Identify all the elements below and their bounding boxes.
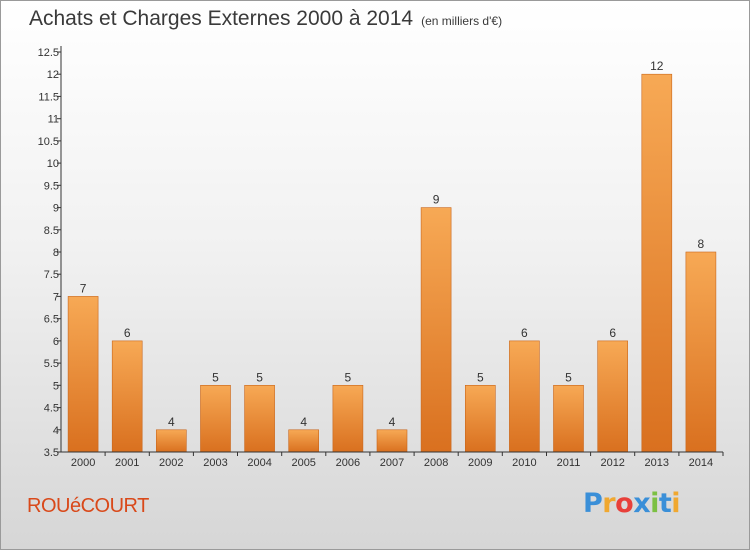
- bar-2010: [509, 340, 540, 453]
- bar-2004: [244, 384, 275, 453]
- data-label-2014: 8: [698, 237, 705, 251]
- x-tick-label-2013: 2013: [645, 457, 669, 469]
- bar-2001: [111, 340, 143, 453]
- y-tick-label-7: 7: [53, 291, 59, 303]
- data-label-2008: 9: [433, 193, 440, 207]
- y-tick-label-8.5: 8.5: [44, 225, 59, 237]
- bar-2005: [288, 429, 320, 453]
- y-tick-label-10: 10: [47, 158, 59, 170]
- y-tick-label-7.5: 7.5: [44, 269, 59, 281]
- y-tick-label-11: 11: [48, 114, 59, 126]
- bar-2000: [67, 296, 99, 453]
- y-tick-label-9: 9: [53, 203, 59, 215]
- data-label-2001: 6: [124, 326, 131, 340]
- logo-letter: t: [658, 488, 672, 519]
- bar-2014: [685, 251, 717, 453]
- x-tick-label-2002: 2002: [159, 457, 183, 469]
- x-tick-label-2009: 2009: [468, 457, 492, 469]
- bars-group: 7 6 4 5 5 4 5 4 9 5 6 5 6 12 8: [67, 59, 717, 453]
- y-tick-label-12.5: 12.5: [38, 47, 59, 59]
- data-label-2009: 5: [477, 370, 484, 384]
- logo-letter: x: [633, 488, 651, 519]
- data-label-2011: 5: [565, 370, 572, 384]
- axes-group: 2000 2001 2002 2003 2004 2005 2006 2007 2008 2009…: [38, 46, 724, 469]
- x-tick-label-2004: 2004: [247, 457, 271, 469]
- bar-2008: [420, 207, 452, 453]
- y-tick-label-6: 6: [53, 336, 59, 348]
- bar-2002: [156, 429, 187, 453]
- x-tick-label-2010: 2010: [512, 457, 536, 469]
- y-tick-label-9.5: 9.5: [44, 180, 59, 192]
- logo-letter: o: [615, 488, 634, 519]
- bar-2011: [553, 384, 584, 453]
- x-tick-label-2001: 2001: [115, 457, 139, 469]
- x-tick-label-2014: 2014: [689, 457, 713, 469]
- data-label-2012: 6: [609, 326, 616, 340]
- data-label-2007: 4: [389, 415, 396, 429]
- y-tick-label-8: 8: [53, 247, 59, 259]
- bar-2003: [200, 384, 231, 453]
- data-label-2013: 12: [650, 59, 664, 73]
- chart-subtitle: (en milliers d'€): [421, 14, 503, 28]
- y-tick-label-3.5: 3.5: [44, 447, 59, 459]
- y-tick-label-5: 5: [53, 380, 59, 392]
- y-tick-label-11.5: 11.5: [38, 91, 59, 103]
- bar-2013: [641, 73, 673, 453]
- x-tick-label-2011: 2011: [557, 457, 581, 469]
- y-tick-label-6.5: 6.5: [44, 314, 59, 326]
- logo-letter: i: [671, 488, 681, 519]
- commune-name: ROUéCOURT: [27, 495, 149, 517]
- data-label-2002: 4: [168, 415, 175, 429]
- logo-letter: i: [650, 488, 659, 519]
- y-tick-label-4.5: 4.5: [44, 403, 59, 415]
- bar-2009: [464, 384, 496, 453]
- x-tick-label-2003: 2003: [203, 457, 227, 469]
- bar-2012: [597, 340, 629, 453]
- x-tick-label-2012: 2012: [600, 457, 624, 469]
- y-tick-label-5.5: 5.5: [44, 358, 59, 370]
- y-tick-label-10.5: 10.5: [38, 136, 59, 148]
- data-label-2006: 5: [345, 370, 352, 384]
- x-tick-label-2005: 2005: [291, 457, 315, 469]
- y-tick-label-4: 4: [53, 425, 59, 437]
- y-tick-label-12: 12: [47, 69, 59, 81]
- data-label-2003: 5: [212, 370, 219, 384]
- chart-title: Achats et Charges Externes 2000 à 2014 (e…: [29, 7, 502, 31]
- data-label-2005: 4: [300, 415, 307, 429]
- x-tick-label-2007: 2007: [380, 457, 404, 469]
- bar-2006: [332, 384, 364, 453]
- data-label-2004: 5: [256, 370, 263, 384]
- logo-letter: r: [602, 488, 616, 519]
- logo-letter: P: [583, 488, 603, 519]
- bar-2007: [376, 429, 408, 453]
- x-tick-label-2008: 2008: [424, 457, 448, 469]
- x-tick-label-2000: 2000: [71, 457, 95, 469]
- data-label-2000: 7: [80, 281, 87, 295]
- x-tick-label-2006: 2006: [336, 457, 360, 469]
- data-label-2010: 6: [521, 326, 528, 340]
- proxiti-logo[interactable]: Proxiti: [583, 488, 681, 519]
- chart-title-text: Achats et Charges Externes 2000 à 2014: [29, 7, 414, 30]
